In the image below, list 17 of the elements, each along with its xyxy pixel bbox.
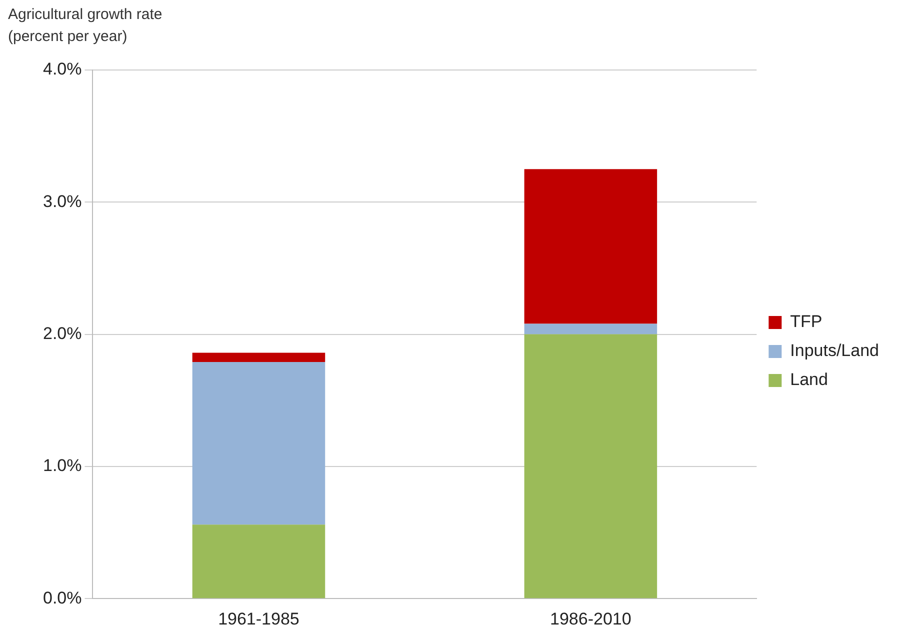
y-tick-label: 1.0% — [43, 456, 82, 476]
bar — [192, 352, 326, 362]
bar — [524, 334, 658, 598]
bar — [524, 169, 658, 324]
bar — [524, 324, 658, 334]
bar — [192, 524, 326, 598]
x-tick-label: 1986-2010 — [550, 609, 632, 628]
legend-label: Land — [790, 370, 828, 390]
y-tick-label: 4.0% — [43, 60, 82, 79]
x-tick-label: 1961-1985 — [218, 609, 300, 628]
bar — [192, 362, 326, 525]
y-tick-label: 0.0% — [43, 588, 82, 608]
y-tick-label: 2.0% — [43, 324, 82, 343]
legend-label: TFP — [790, 312, 822, 332]
y-axis-title: Agricultural growth rate (percent per year) — [8, 5, 162, 47]
legend-label: Inputs/Land — [790, 341, 880, 360]
y-tick-label: 3.0% — [43, 192, 82, 211]
